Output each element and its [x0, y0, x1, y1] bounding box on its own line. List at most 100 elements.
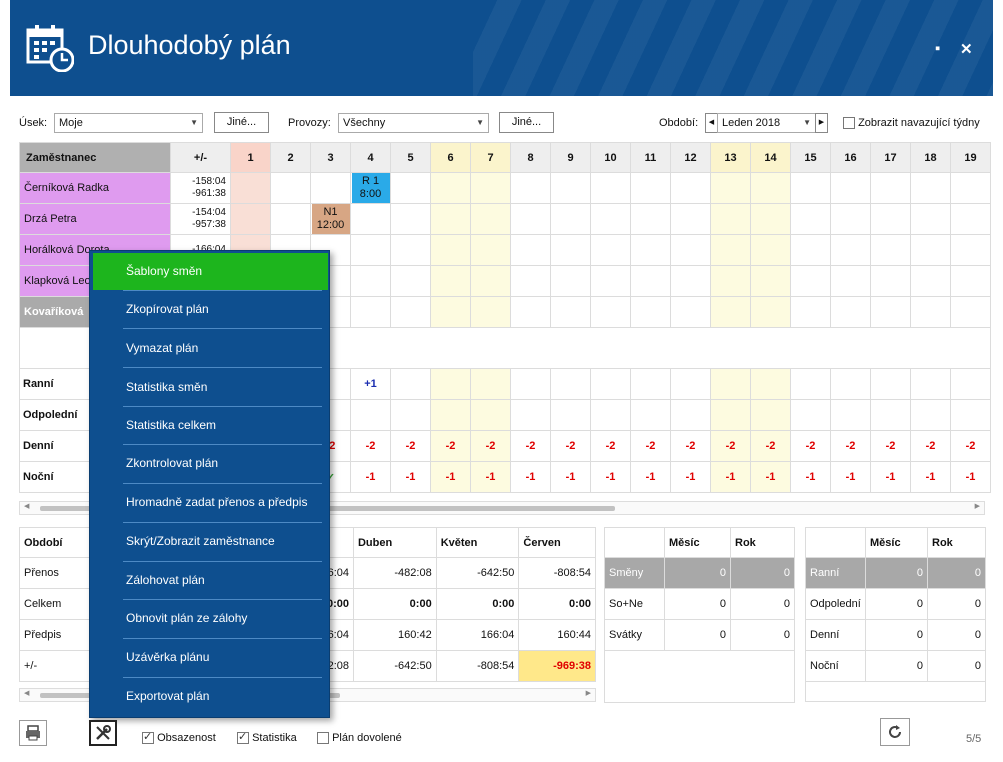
shift-block[interactable]: N1 12:00 [311, 204, 350, 234]
day-cell[interactable] [830, 265, 871, 297]
day-cell[interactable] [910, 203, 951, 235]
day-cell[interactable] [550, 172, 591, 204]
day-cell[interactable] [750, 265, 791, 297]
day-cell[interactable] [950, 296, 991, 328]
day-cell[interactable] [790, 296, 831, 328]
day-cell[interactable] [470, 172, 511, 204]
shift-block[interactable]: R 1 8:00 [351, 173, 390, 203]
day-cell[interactable] [910, 172, 951, 204]
day-cell[interactable] [670, 296, 711, 328]
day-cell[interactable] [710, 296, 751, 328]
usek-select[interactable]: Moje ▼ [54, 113, 203, 133]
day-cell[interactable] [790, 172, 831, 204]
day-cell[interactable] [670, 203, 711, 235]
day-cell[interactable] [430, 265, 471, 297]
menu-item-zkontrolovat-plan[interactable]: Zkontrolovat plán [126, 456, 219, 470]
obdobi-select[interactable]: Leden 2018 ▼ [717, 113, 816, 133]
day-cell[interactable] [750, 296, 791, 328]
menu-item-sablony-smen[interactable]: Šablony směn [93, 253, 328, 290]
day-cell[interactable] [870, 172, 911, 204]
menu-item-exportovat-plan[interactable]: Exportovat plán [126, 689, 210, 703]
day-cell[interactable] [830, 203, 871, 235]
day-cell[interactable] [590, 203, 631, 235]
menu-item-statistika-smen[interactable]: Statistika směn [126, 380, 208, 394]
day-cell[interactable] [950, 265, 991, 297]
obsazenost-checkbox[interactable]: Obsazenost [142, 730, 216, 745]
statistika-checkbox[interactable]: Statistika [237, 730, 297, 745]
scroll-right-icon[interactable]: ▶ [585, 690, 591, 697]
day-cell[interactable] [350, 296, 391, 328]
day-cell[interactable] [590, 234, 631, 266]
day-cell[interactable] [590, 265, 631, 297]
day-cell[interactable] [950, 172, 991, 204]
day-cell[interactable] [430, 234, 471, 266]
day-cell[interactable] [270, 203, 311, 235]
day-cell[interactable] [910, 234, 951, 266]
day-cell[interactable] [510, 172, 551, 204]
print-button[interactable] [19, 720, 47, 746]
menu-item-uzaverka-planu[interactable]: Uzávěrka plánu [126, 650, 210, 664]
day-cell[interactable] [550, 234, 591, 266]
day-cell[interactable] [630, 203, 671, 235]
day-cell[interactable] [790, 203, 831, 235]
day-cell[interactable] [750, 234, 791, 266]
employee-name[interactable]: Drzá Petra [19, 203, 171, 235]
provozy-other-button[interactable]: Jiné... [499, 112, 554, 133]
day-cell[interactable] [870, 234, 911, 266]
plan-dovolene-checkbox[interactable]: Plán dovolené [317, 731, 402, 745]
day-cell[interactable] [350, 265, 391, 297]
day-cell[interactable] [510, 265, 551, 297]
scroll-left-icon[interactable]: ◀ [24, 690, 30, 697]
day-cell[interactable] [550, 296, 591, 328]
day-cell[interactable] [950, 203, 991, 235]
scroll-right-icon[interactable]: ▶ [974, 503, 980, 510]
day-cell[interactable] [870, 203, 911, 235]
day-cell[interactable] [630, 234, 671, 266]
menu-item-zalohovat-plan[interactable]: Zálohovat plán [126, 573, 205, 587]
day-cell[interactable] [350, 234, 391, 266]
day-cell[interactable] [310, 172, 351, 204]
day-cell[interactable] [750, 203, 791, 235]
day-cell[interactable] [830, 296, 871, 328]
day-cell[interactable] [470, 265, 511, 297]
menu-item-statistika-celkem[interactable]: Statistika celkem [126, 418, 217, 432]
day-cell[interactable] [550, 203, 591, 235]
day-cell[interactable] [710, 172, 751, 204]
day-cell[interactable] [630, 296, 671, 328]
day-cell[interactable] [830, 234, 871, 266]
day-cell[interactable] [390, 234, 431, 266]
menu-item-vymazat-plan[interactable]: Vymazat plán [126, 341, 199, 355]
day-cell[interactable] [510, 296, 551, 328]
next-period-button[interactable]: ▶ [815, 113, 828, 133]
day-cell[interactable] [510, 234, 551, 266]
menu-item-obnovit-plan[interactable]: Obnovit plán ze zálohy [126, 611, 248, 625]
day-cell[interactable] [630, 172, 671, 204]
day-cell[interactable] [590, 296, 631, 328]
day-cell[interactable] [870, 296, 911, 328]
day-cell[interactable] [750, 172, 791, 204]
day-cell[interactable] [390, 172, 431, 204]
day-cell[interactable] [710, 203, 751, 235]
day-cell[interactable] [670, 234, 711, 266]
zobrazit-checkbox[interactable]: Zobrazit navazující týdny [843, 113, 980, 133]
menu-item-hromadne-zadat[interactable]: Hromadně zadat přenos a předpis [126, 495, 308, 509]
day-cell[interactable] [430, 172, 471, 204]
day-cell[interactable] [830, 172, 871, 204]
tools-button[interactable] [89, 720, 117, 746]
day-cell[interactable] [670, 172, 711, 204]
day-cell[interactable] [430, 296, 471, 328]
day-cell[interactable] [710, 265, 751, 297]
day-cell[interactable] [350, 203, 391, 235]
day-cell[interactable] [510, 203, 551, 235]
day-cell[interactable]: N1 12:00 [310, 203, 351, 235]
day-cell[interactable] [790, 234, 831, 266]
day-cell[interactable] [270, 172, 311, 204]
day-cell[interactable] [470, 234, 511, 266]
menu-item-zkopirovat-plan[interactable]: Zkopírovat plán [126, 302, 209, 316]
day-cell[interactable] [950, 234, 991, 266]
day-cell[interactable] [230, 172, 271, 204]
day-cell[interactable] [390, 265, 431, 297]
day-cell[interactable] [470, 203, 511, 235]
day-cell[interactable] [390, 203, 431, 235]
day-cell[interactable] [550, 265, 591, 297]
